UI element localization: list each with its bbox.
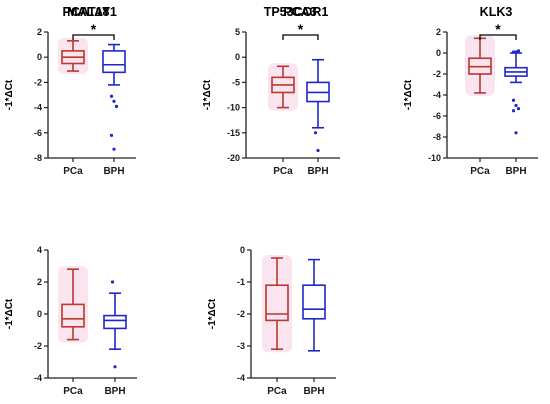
outlier-point [112, 147, 116, 151]
y-axis-label: -1*ΔCt [4, 298, 15, 329]
significance-bracket [282, 34, 319, 40]
y-tick-label: 2 [37, 277, 42, 287]
chart-title: MALAT1 [67, 5, 117, 19]
y-tick-label: 4 [37, 245, 42, 255]
y-tick-label: -1 [237, 277, 245, 287]
y-axis-label: -1*ΔCt [207, 298, 218, 329]
y-tick-label: -2 [34, 77, 42, 87]
y-axis-label: -1*ΔCt [403, 79, 414, 110]
y-tick-label: 0 [37, 52, 42, 62]
outlier-point [511, 50, 516, 54]
y-tick-label: -8 [34, 153, 42, 163]
outlier-point [516, 49, 521, 53]
y-tick-label: 0 [37, 309, 42, 319]
y-tick-label: -5 [232, 77, 240, 87]
outlier-point [109, 94, 114, 98]
x-category-label: BPH [104, 386, 125, 397]
y-tick-label: 0 [436, 48, 441, 58]
y-tick-label: -8 [433, 132, 441, 142]
x-category-label: BPH [103, 166, 124, 177]
outlier-point [511, 109, 516, 113]
outlier-point [516, 107, 521, 111]
x-category-label: BPH [307, 166, 328, 177]
y-tick-label: -10 [227, 103, 240, 113]
y-tick-label: -4 [34, 373, 42, 383]
significance-marker: * [91, 21, 97, 37]
outlier-point [514, 50, 518, 54]
y-tick-label: -4 [237, 373, 245, 383]
box-iqr [302, 284, 326, 320]
chart-title: KLK3 [480, 5, 513, 19]
box-glow [465, 35, 495, 96]
y-tick-label: 5 [235, 27, 240, 37]
box-iqr [265, 284, 289, 322]
y-tick-label: -15 [227, 128, 240, 138]
outlier-point [109, 133, 114, 137]
y-tick-label: -4 [433, 90, 441, 100]
box-glow [268, 63, 298, 111]
box-glow [262, 255, 292, 353]
y-axis-label: -1*ΔCt [202, 79, 213, 110]
outlier-point [316, 148, 320, 153]
outlier-point [514, 131, 518, 135]
y-tick-label: -6 [433, 111, 441, 121]
significance-bracket [479, 34, 517, 40]
y-tick-label: -2 [433, 69, 441, 79]
y-tick-label: -20 [227, 153, 240, 163]
significance-bracket [72, 34, 115, 40]
outlier-point [112, 99, 116, 103]
chart-title: TP53COR1 [264, 5, 329, 19]
x-category-label: PCa [63, 386, 83, 397]
outlier-point [511, 98, 516, 102]
y-tick-label: -2 [34, 341, 42, 351]
y-tick-label: -4 [34, 103, 42, 113]
outlier-point [110, 280, 115, 284]
x-category-label: PCa [63, 166, 83, 177]
significance-marker: * [298, 21, 304, 37]
chart-title: PCA3 [283, 5, 316, 19]
y-tick-label: -6 [34, 128, 42, 138]
y-tick-label: -3 [237, 341, 245, 351]
y-tick-label: 2 [37, 27, 42, 37]
outlier-point [514, 103, 518, 108]
box-glow [58, 37, 88, 75]
y-tick-label: -2 [237, 309, 245, 319]
x-category-label: PCa [273, 166, 293, 177]
box-iqr [103, 314, 127, 330]
box-iqr [61, 303, 85, 328]
y-tick-label: 0 [240, 245, 245, 255]
significance-marker: * [495, 21, 501, 37]
y-tick-label: 0 [235, 52, 240, 62]
y-tick-label: -10 [428, 153, 441, 163]
y-axis-label: -1*ΔCt [4, 79, 15, 110]
x-category-label: BPH [505, 166, 526, 177]
x-category-label: PCa [470, 166, 490, 177]
box-iqr [102, 50, 126, 74]
x-category-label: PCa [267, 386, 287, 397]
outlier-point [114, 104, 119, 108]
y-tick-label: 2 [436, 27, 441, 37]
outlier-point [113, 365, 117, 369]
outlier-point [313, 131, 318, 135]
x-category-label: BPH [303, 386, 324, 397]
chart-title: PCAT18 [62, 5, 109, 19]
